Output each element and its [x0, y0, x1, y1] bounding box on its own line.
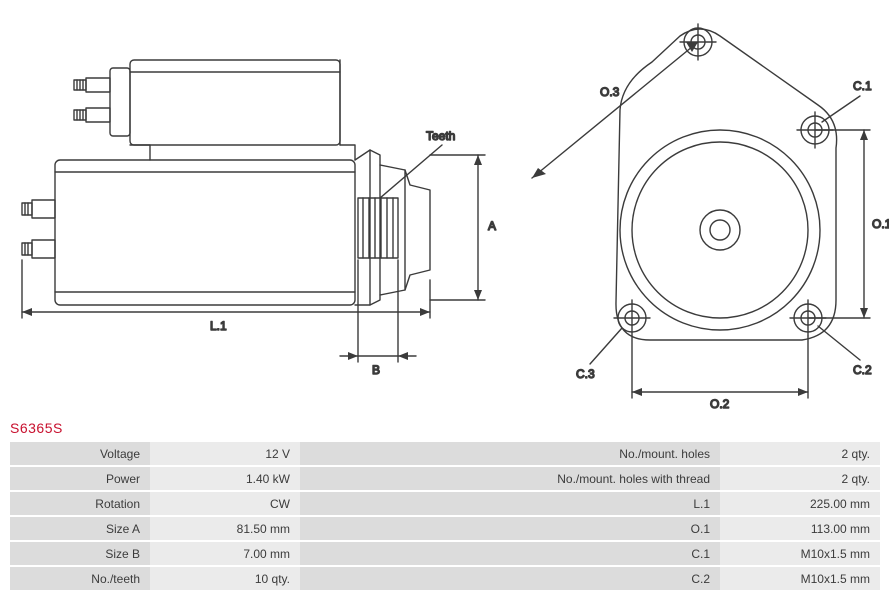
dim-O3: O.3: [532, 42, 698, 178]
spec-label: C.2: [300, 567, 720, 592]
spec-value: CW: [150, 492, 300, 517]
spec-value: M10x1.5 mm: [720, 567, 880, 592]
spec-label: No./mount. holes: [300, 442, 720, 467]
spec-value: 2 qty.: [720, 442, 880, 467]
label-C1: C.1: [853, 79, 872, 93]
spec-row: Power1.40 kWNo./mount. holes with thread…: [10, 467, 880, 492]
label-A: A: [488, 219, 496, 233]
spec-label: Voltage: [10, 442, 150, 467]
spec-row: Voltage12 VNo./mount. holes2 qty.: [10, 442, 880, 467]
spec-value: 225.00 mm: [720, 492, 880, 517]
spec-value: 81.50 mm: [150, 517, 300, 542]
technical-drawing: L.1 B A: [0, 0, 889, 418]
front-view: O.3 C.1 O.1: [532, 24, 889, 411]
label-C2: C.2: [853, 363, 872, 377]
spec-label: Rotation: [10, 492, 150, 517]
solenoid-terminal-bottom: [74, 108, 110, 122]
left-terminal: [22, 200, 55, 218]
spec-label: No./teeth: [10, 567, 150, 592]
dim-C3: C.3: [576, 328, 622, 381]
spec-value: 7.00 mm: [150, 542, 300, 567]
spec-value: 10 qty.: [150, 567, 300, 592]
spec-label: O.1: [300, 517, 720, 542]
spec-row: RotationCWL.1225.00 mm: [10, 492, 880, 517]
spec-value: M10x1.5 mm: [720, 542, 880, 567]
label-O3: O.3: [600, 85, 620, 99]
dim-teeth: Teeth: [380, 129, 455, 198]
label-teeth: Teeth: [426, 129, 455, 143]
label-B: B: [372, 363, 380, 377]
spec-row: No./teeth10 qty.C.2M10x1.5 mm: [10, 567, 880, 592]
spec-label: L.1: [300, 492, 720, 517]
dim-C2: C.2: [818, 326, 872, 377]
part-number: S6365S: [10, 420, 63, 436]
label-C3: C.3: [576, 367, 595, 381]
spec-label: Size B: [10, 542, 150, 567]
label-O2: O.2: [710, 397, 730, 411]
side-view: L.1 B A: [22, 60, 496, 377]
spec-row: Size A81.50 mmO.1113.00 mm: [10, 517, 880, 542]
label-L1: L.1: [210, 319, 227, 333]
dim-O2: O.2: [632, 336, 808, 411]
spec-label: Power: [10, 467, 150, 492]
left-terminal-2: [22, 240, 55, 258]
spec-value: 12 V: [150, 442, 300, 467]
spec-value: 1.40 kW: [150, 467, 300, 492]
spec-value: 113.00 mm: [720, 517, 880, 542]
dim-L1: L.1: [22, 260, 430, 333]
label-O1: O.1: [872, 217, 889, 231]
dim-A: A: [430, 155, 496, 300]
spec-table: Voltage12 VNo./mount. holes2 qty.Power1.…: [10, 442, 880, 592]
spec-label: No./mount. holes with thread: [300, 467, 720, 492]
spec-label: C.1: [300, 542, 720, 567]
spec-value: 2 qty.: [720, 467, 880, 492]
diagram-area: L.1 B A: [0, 0, 889, 418]
solenoid-terminal-top: [74, 78, 110, 92]
spec-label: Size A: [10, 517, 150, 542]
spec-row: Size B7.00 mmC.1M10x1.5 mm: [10, 542, 880, 567]
